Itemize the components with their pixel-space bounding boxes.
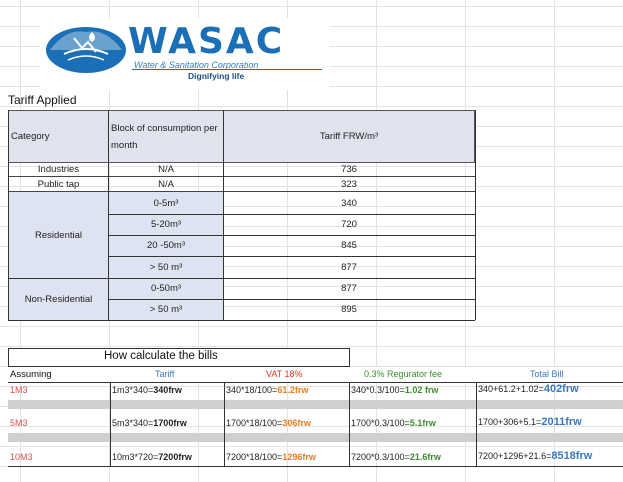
- row-publictap-category: Public tap: [8, 177, 109, 192]
- grid-line: [8, 110, 9, 320]
- row-10m3-tariff: 10m3*720=7200frw: [112, 452, 192, 462]
- row-5m3-tariff: 5m3*340=1700frw: [112, 418, 187, 428]
- tariff-nonres-over-50: 895: [341, 304, 357, 315]
- residential-block: [8, 192, 109, 278]
- grid-line: [108, 214, 475, 215]
- water-drop-icon: [46, 27, 126, 73]
- grid-line: [108, 235, 475, 236]
- block-over-50: > 50 m³: [149, 261, 183, 273]
- row-publictap-block: N/A: [108, 177, 224, 192]
- row-1m3-total: 340+61.2+1.02=402frw: [478, 383, 579, 395]
- row-10m3-vat: 7200*18/100=1296frw: [226, 452, 316, 462]
- row-1m3-assuming: 1M3: [10, 385, 28, 395]
- grid-line: [475, 110, 476, 320]
- calc-heading-box: [8, 348, 350, 367]
- row-industries-block: N/A: [108, 163, 224, 177]
- grid-line: [223, 110, 224, 320]
- block-0-5: 0-5m³: [153, 197, 179, 209]
- grid-line: [224, 382, 225, 466]
- tariff-5-20: 720: [341, 219, 357, 230]
- block-nonres-over-50: > 50 m³: [149, 304, 183, 315]
- grid-line: [349, 382, 350, 466]
- header-total: Total Bill: [530, 369, 564, 379]
- header-vat: VAT 18%: [266, 369, 303, 379]
- row-1m3-vat: 340*18/100=61.2frw: [226, 385, 309, 395]
- row-5m3-fee: 1700*0.3/100=5.1frw: [351, 418, 436, 428]
- category-nonresidential: Non-Residential: [24, 293, 93, 305]
- grid-line: [8, 278, 475, 279]
- grid-line: [108, 299, 475, 300]
- calc-heading: How calculate the bills: [104, 350, 218, 362]
- logo-tagline: Dignifying life: [188, 71, 245, 81]
- logo-title: WASAC: [128, 21, 285, 62]
- tariff-nonres-0-50: 877: [341, 283, 357, 294]
- logo-subtitle: Water & Sanitation Corporation: [134, 60, 259, 70]
- block-20-50: 20 -50m³: [146, 240, 185, 251]
- block-5-20: 5-20m³: [150, 219, 182, 230]
- grid-line: [8, 466, 623, 467]
- row-5m3-total: 1700+306+5.1=2011frw: [478, 416, 582, 428]
- grid-line: [8, 320, 475, 321]
- block-nonres-0-50: 0-50m³: [150, 283, 182, 294]
- row-1m3-tariff: 1m3*340=340frw: [112, 385, 182, 395]
- nonresidential-block: [8, 278, 109, 320]
- grid-line: [476, 382, 477, 466]
- calc-header-row: [8, 367, 623, 383]
- logo-divider: [132, 69, 322, 70]
- wasac-logo: WASAC Water & Sanitation Corporation Dig…: [40, 18, 330, 90]
- header-assuming: Assuming: [10, 369, 52, 380]
- header-tariff: Tariff: [155, 369, 175, 379]
- header-category: Category: [8, 110, 109, 163]
- tariff-over-50: 877: [341, 261, 357, 273]
- header-fee: 0.3% Regurator fee: [364, 369, 443, 379]
- tariff-0-5: 340: [341, 197, 357, 209]
- row-1m3-fee: 340*0.3/100=1.02 frw: [351, 385, 439, 395]
- row-industries-tariff: 736: [223, 163, 475, 177]
- tariff-20-50: 845: [341, 240, 357, 251]
- header-tariff: Tariff FRW/m³: [223, 110, 475, 163]
- grid-line: [108, 110, 109, 320]
- grid-line: [108, 256, 475, 257]
- row-10m3-fee: 7200*0.3/100=21.6frw: [351, 452, 441, 462]
- tariff-heading: Tariff Applied: [8, 93, 77, 107]
- grid-line: [110, 382, 111, 466]
- row-publictap-tariff: 323: [223, 177, 475, 192]
- row-5m3-vat: 1700*18/100=306frw: [226, 418, 311, 428]
- row-5m3-assuming: 5M3: [10, 418, 28, 428]
- header-block: Block of consumption per month: [108, 110, 224, 163]
- row-industries-category: Industries: [8, 163, 109, 177]
- row-separator: [8, 400, 623, 409]
- category-residential: Residential: [35, 229, 82, 241]
- row-10m3-total: 7200+1296+21.6=8518frw: [478, 450, 593, 462]
- row-10m3-assuming: 10M3: [10, 452, 33, 462]
- row-separator: [8, 433, 623, 442]
